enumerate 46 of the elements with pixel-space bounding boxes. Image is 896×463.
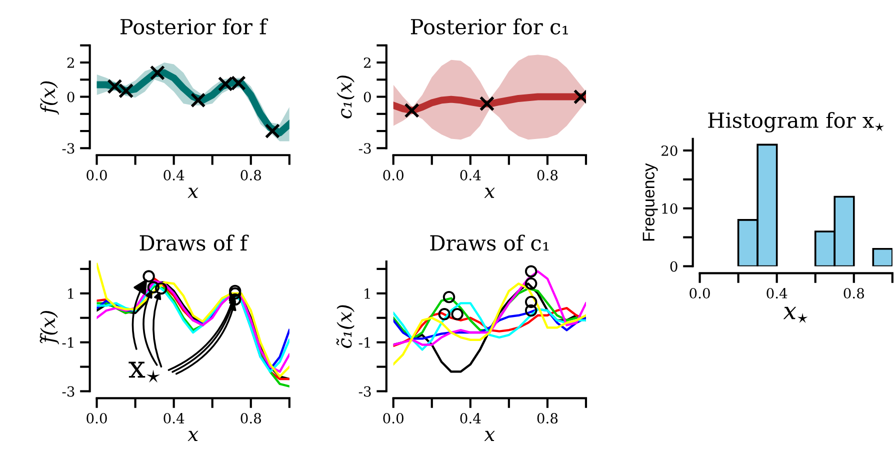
y-tick-label: -3 <box>358 386 371 397</box>
chart-title: Draws of f <box>140 234 249 251</box>
y-tick-label: 10 <box>662 203 678 214</box>
y-axis-title: c̃₁(x) <box>336 305 354 348</box>
y-tick-label: 0 <box>670 261 678 272</box>
y-tick-label: 2 <box>364 57 370 68</box>
x-tick-label: 0.4 <box>460 413 481 424</box>
x-axis-title: x <box>484 430 495 441</box>
x-tick-label: 0.8 <box>537 413 558 424</box>
y-tick-label: 0 <box>67 92 74 102</box>
annotation: x$_{⋆}$ <box>128 362 160 383</box>
x-tick-label: 0.0 <box>690 288 710 299</box>
y-tick-label: 1 <box>364 288 370 299</box>
y-axis-title: f̃(x) <box>40 310 59 344</box>
y-tick-label: -1 <box>358 337 370 348</box>
x-tick-label: 0.0 <box>383 170 404 180</box>
x-tick-label: 0.0 <box>86 170 107 180</box>
y-tick-label: 20 <box>662 145 678 156</box>
x-tick-label: 0.0 <box>383 413 404 424</box>
chart-title: Posterior for c₁ <box>410 18 568 35</box>
x-tick-label: 0.4 <box>164 413 184 424</box>
y-tick-label: -3 <box>358 143 371 154</box>
x-axis-title: x$_{⋆}$ <box>783 306 808 324</box>
x-tick-label: 0.0 <box>86 413 107 424</box>
y-tick-label: 0 <box>364 92 371 102</box>
chart-title: Histogram for x$_{⋆}$ <box>708 112 884 132</box>
x-tick-label: 0.8 <box>537 170 558 180</box>
x-tick-label: 0.8 <box>844 288 864 299</box>
chart-title: Posterior for f <box>120 18 268 35</box>
x-tick-label: 0.8 <box>240 413 261 424</box>
y-axis-title: c₁(x) <box>336 76 354 118</box>
y-tick-label: 2 <box>67 57 74 68</box>
x-axis-title: x <box>188 430 198 441</box>
y-axis-title: f(x) <box>40 81 59 115</box>
y-tick-label: 1 <box>68 288 74 299</box>
x-axis-title: x <box>484 188 495 198</box>
x-axis-title: x <box>188 188 198 198</box>
y-tick-label: -3 <box>62 143 74 154</box>
y-axis-title: Frequency <box>642 163 658 241</box>
x-tick-label: 0.8 <box>240 170 261 180</box>
chart-title: Draws of c₁ <box>430 234 549 251</box>
y-tick-label: -1 <box>62 337 74 348</box>
y-tick-label: -3 <box>62 386 74 397</box>
x-tick-label: 0.4 <box>460 170 481 180</box>
x-tick-label: 0.4 <box>766 288 788 299</box>
x-tick-label: 0.4 <box>164 170 184 180</box>
